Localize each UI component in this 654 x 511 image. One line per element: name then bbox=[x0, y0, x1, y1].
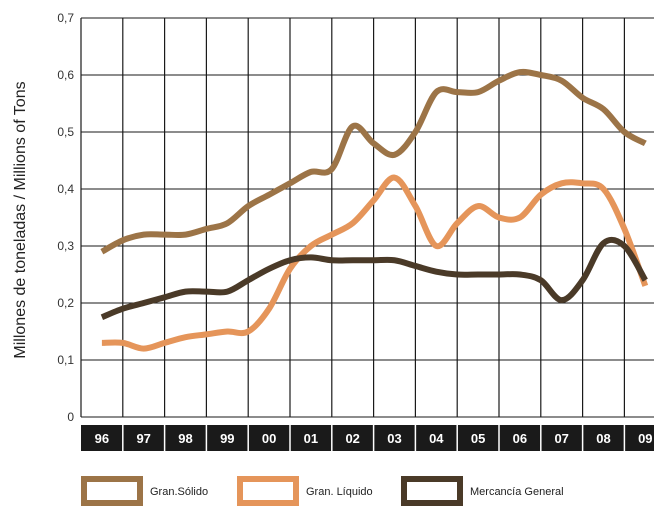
y-tick-label: 0,1 bbox=[57, 353, 74, 367]
legend: Gran.Sólido Gran. Líquido Mercancía Genera… bbox=[81, 476, 564, 506]
chart-grid bbox=[80, 17, 654, 418]
legend-label: Gran. Líquido bbox=[306, 486, 373, 498]
legend-item-mercancia-general: Mercancía General bbox=[401, 476, 564, 506]
x-tick-label: 00 bbox=[262, 431, 276, 446]
x-tick-label: 01 bbox=[304, 431, 318, 446]
x-tick-label: 08 bbox=[596, 431, 610, 446]
x-tick-label: 97 bbox=[136, 431, 150, 446]
x-tick-label: 98 bbox=[178, 431, 192, 446]
x-tick-label: 99 bbox=[220, 431, 234, 446]
x-tick-label: 06 bbox=[513, 431, 527, 446]
series-line-gran-liquido bbox=[101, 174, 649, 352]
y-tick-label: 0,3 bbox=[57, 239, 74, 253]
legend-item-gran-solido: Gran.Sólido bbox=[81, 476, 208, 506]
y-tick-label: 0 bbox=[67, 410, 74, 424]
legend-label: Mercancía General bbox=[470, 486, 564, 498]
legend-swatch bbox=[81, 476, 143, 506]
y-tick-label: 0,2 bbox=[57, 296, 74, 310]
y-tick-label: 0,6 bbox=[57, 68, 74, 82]
legend-label: Gran.Sólido bbox=[150, 486, 208, 498]
y-tick-label: 0,7 bbox=[57, 11, 74, 25]
x-tick-label: 96 bbox=[95, 431, 109, 446]
y-axis-label: Millones de toneladas / Millions of Tons bbox=[12, 81, 29, 358]
chart-series bbox=[100, 68, 649, 352]
legend-swatch bbox=[401, 476, 463, 506]
x-tick-label: 02 bbox=[345, 431, 359, 446]
x-tick-label: 09 bbox=[638, 431, 652, 446]
x-axis-band: 96 97 98 99 00 01 02 03 04 05 06 07 08 09 bbox=[81, 425, 654, 451]
series-line-gran-solido bbox=[100, 68, 647, 255]
x-axis-band-background bbox=[81, 425, 654, 451]
y-tick-label: 0,4 bbox=[57, 182, 74, 196]
x-tick-label: 04 bbox=[429, 431, 444, 446]
y-axis-ticks: 0 0,1 0,2 0,3 0,4 0,5 0,6 0,7 bbox=[57, 11, 74, 424]
y-tick-label: 0,5 bbox=[57, 125, 74, 139]
x-tick-label: 07 bbox=[554, 431, 568, 446]
x-tick-label: 05 bbox=[471, 431, 485, 446]
legend-swatch bbox=[237, 476, 299, 506]
series-line-mercancia-general bbox=[100, 236, 648, 321]
legend-item-gran-liquido: Gran. Líquido bbox=[237, 476, 373, 506]
x-tick-label: 03 bbox=[387, 431, 401, 446]
